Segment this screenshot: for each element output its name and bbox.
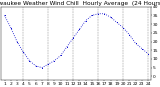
Title: Milwaukee Weather Wind Chill  Hourly Average  (24 Hours): Milwaukee Weather Wind Chill Hourly Aver… <box>0 1 160 6</box>
